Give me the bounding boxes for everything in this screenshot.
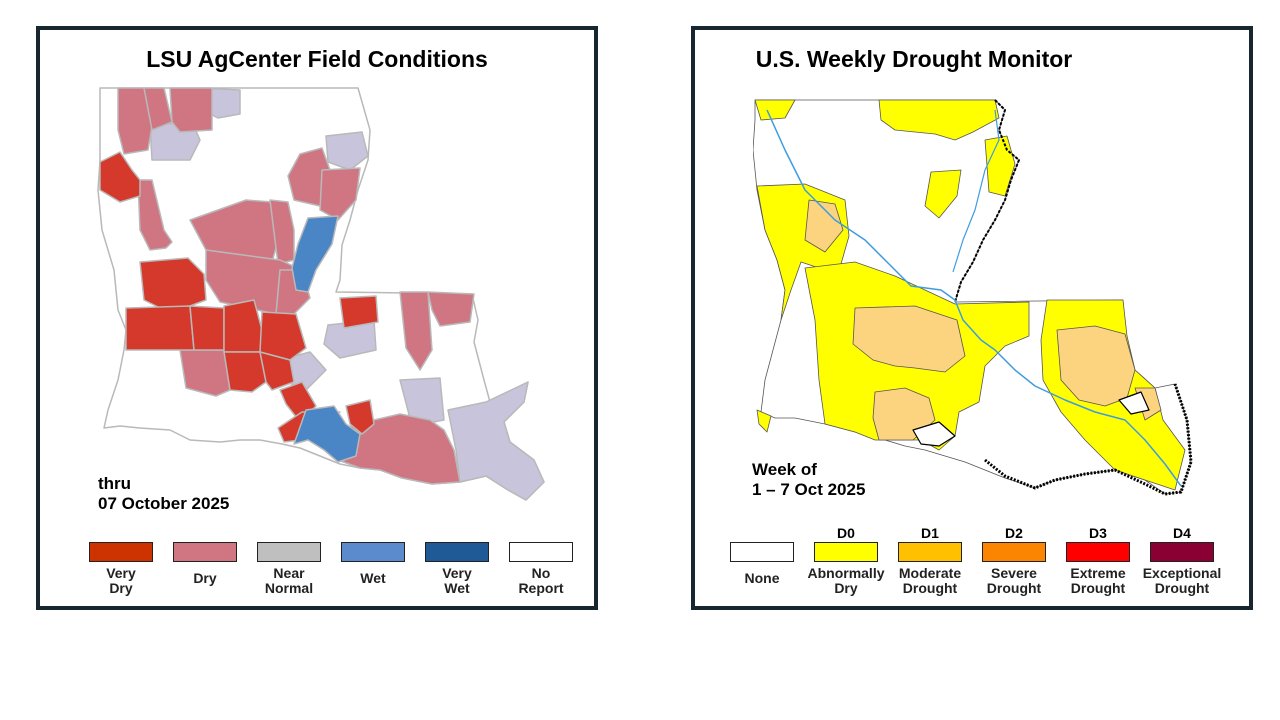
legend-swatch: [509, 542, 573, 562]
parish-very-dry: [139, 257, 207, 309]
legend-label: Exceptional: [1142, 565, 1222, 581]
d0-area: [878, 99, 1000, 141]
legend-swatch: [89, 542, 153, 562]
legend-label: Severe: [991, 565, 1037, 581]
parish-very-dry: [125, 305, 195, 351]
date-note-line1: Week of: [752, 460, 817, 479]
state-east-border: [954, 99, 1020, 303]
legend-label: Wet: [360, 570, 386, 586]
legend-label: Very: [442, 565, 472, 581]
legend-label: Dry: [193, 570, 217, 586]
field-conditions-map: [97, 87, 545, 501]
legend-item-none: None: [719, 524, 805, 586]
legend-label: Abnormally: [807, 565, 885, 581]
parish-very-dry: [259, 311, 307, 361]
parish-very-dry: [345, 399, 375, 435]
d0-area: [924, 169, 962, 219]
legend-swatch: [982, 542, 1046, 562]
parish-dry: [399, 291, 433, 371]
legend-item-d4: D4 Exceptional Drought: [1139, 524, 1225, 596]
legend-code: [719, 524, 805, 542]
legend-item-very-dry: Very Dry: [78, 542, 164, 596]
legend-swatch: [1066, 542, 1130, 562]
parish-dry: [137, 179, 173, 251]
legend-swatch: [814, 542, 878, 562]
parish-wet: [291, 215, 339, 293]
legend-label: Wet: [444, 580, 470, 596]
legend-item-near-normal: Near Normal: [246, 542, 332, 596]
parish-dry: [179, 349, 231, 397]
legend-label: Very: [106, 565, 136, 581]
legend-label: Dry: [834, 580, 858, 596]
drought-monitor-legend: None D0 Abnormally Dry D1 Moderate Drought…: [719, 524, 1229, 602]
legend-item-d1: D1 Moderate Drought: [887, 524, 973, 596]
parish-dry: [319, 167, 361, 221]
legend-swatch: [730, 542, 794, 562]
parish-near-normal: [447, 381, 545, 501]
legend-code: D1: [921, 525, 939, 541]
river: [952, 109, 1000, 273]
legend-item-d0: D0 Abnormally Dry: [803, 524, 889, 596]
coastline: [984, 383, 1193, 496]
legend-label: Drought: [986, 580, 1042, 596]
legend-label: Drought: [1154, 580, 1210, 596]
legend-item-d3: D3 Extreme Drought: [1055, 524, 1141, 596]
legend-item-dry: Dry: [162, 542, 248, 586]
parish-wet: [293, 405, 361, 463]
legend-code: D2: [1005, 525, 1023, 541]
parish-near-normal: [399, 377, 445, 427]
parish-very-dry: [99, 151, 141, 203]
parish-very-dry: [189, 305, 225, 351]
legend-swatch: [425, 542, 489, 562]
parish-very-dry: [259, 351, 295, 391]
vermilion-bay: [912, 421, 956, 447]
drought-monitor-title: U.S. Weekly Drought Monitor: [755, 46, 1073, 72]
legend-item-very-wet: Very Wet: [414, 542, 500, 596]
parish-dry: [269, 199, 295, 265]
legend-label: Normal: [264, 580, 314, 596]
legend-label: Near: [273, 565, 305, 581]
legend-label: Report: [518, 580, 564, 596]
legend-code: D0: [837, 525, 855, 541]
legend-swatch: [1150, 542, 1214, 562]
date-note-line1: thru: [98, 474, 132, 493]
legend-label: Extreme: [1070, 565, 1126, 581]
parish-very-dry: [223, 299, 263, 353]
legend-swatch: [173, 542, 237, 562]
field-conditions-panel: LSU AgCenter Field Conditions: [36, 26, 598, 610]
legend-label: None: [744, 570, 780, 586]
legend-code: D4: [1173, 525, 1191, 541]
legend-item-d2: D2 Severe Drought: [971, 524, 1057, 596]
parish-dry: [169, 87, 213, 133]
parish-dry: [427, 291, 475, 327]
legend-label: No: [531, 565, 551, 581]
legend-label: Moderate: [898, 565, 962, 581]
date-note-line2: 07 October 2025: [98, 494, 230, 513]
legend-swatch: [898, 542, 962, 562]
d0-area: [984, 135, 1016, 197]
lake-pontchartrain: [1118, 391, 1150, 415]
d1-area: [852, 305, 966, 373]
d1-area: [804, 199, 844, 253]
parish-near-normal: [325, 131, 369, 171]
d0-area: [754, 99, 796, 121]
legend-item-wet: Wet: [330, 542, 416, 586]
parish-dry: [337, 413, 461, 485]
legend-label: Drought: [1070, 580, 1126, 596]
river: [766, 109, 1182, 487]
field-conditions-title: LSU AgCenter Field Conditions: [146, 46, 488, 72]
d0-area: [756, 409, 772, 433]
legend-swatch: [341, 542, 405, 562]
field-conditions-legend: Very Dry Dry Near Normal Wet Very Wet No Rep…: [78, 542, 578, 602]
date-note-line2: 1 – 7 Oct 2025: [752, 480, 866, 499]
drought-monitor-panel: U.S. Weekly Drought Monitor: [691, 26, 1253, 610]
legend-label: Drought: [902, 580, 958, 596]
parish-very-dry: [223, 351, 267, 393]
parish-very-dry: [339, 295, 379, 329]
legend-label: Dry: [109, 580, 133, 596]
drought-monitor-map: [753, 99, 1193, 496]
legend-code: D3: [1089, 525, 1107, 541]
legend-item-no-report: No Report: [498, 542, 584, 596]
legend-swatch: [257, 542, 321, 562]
